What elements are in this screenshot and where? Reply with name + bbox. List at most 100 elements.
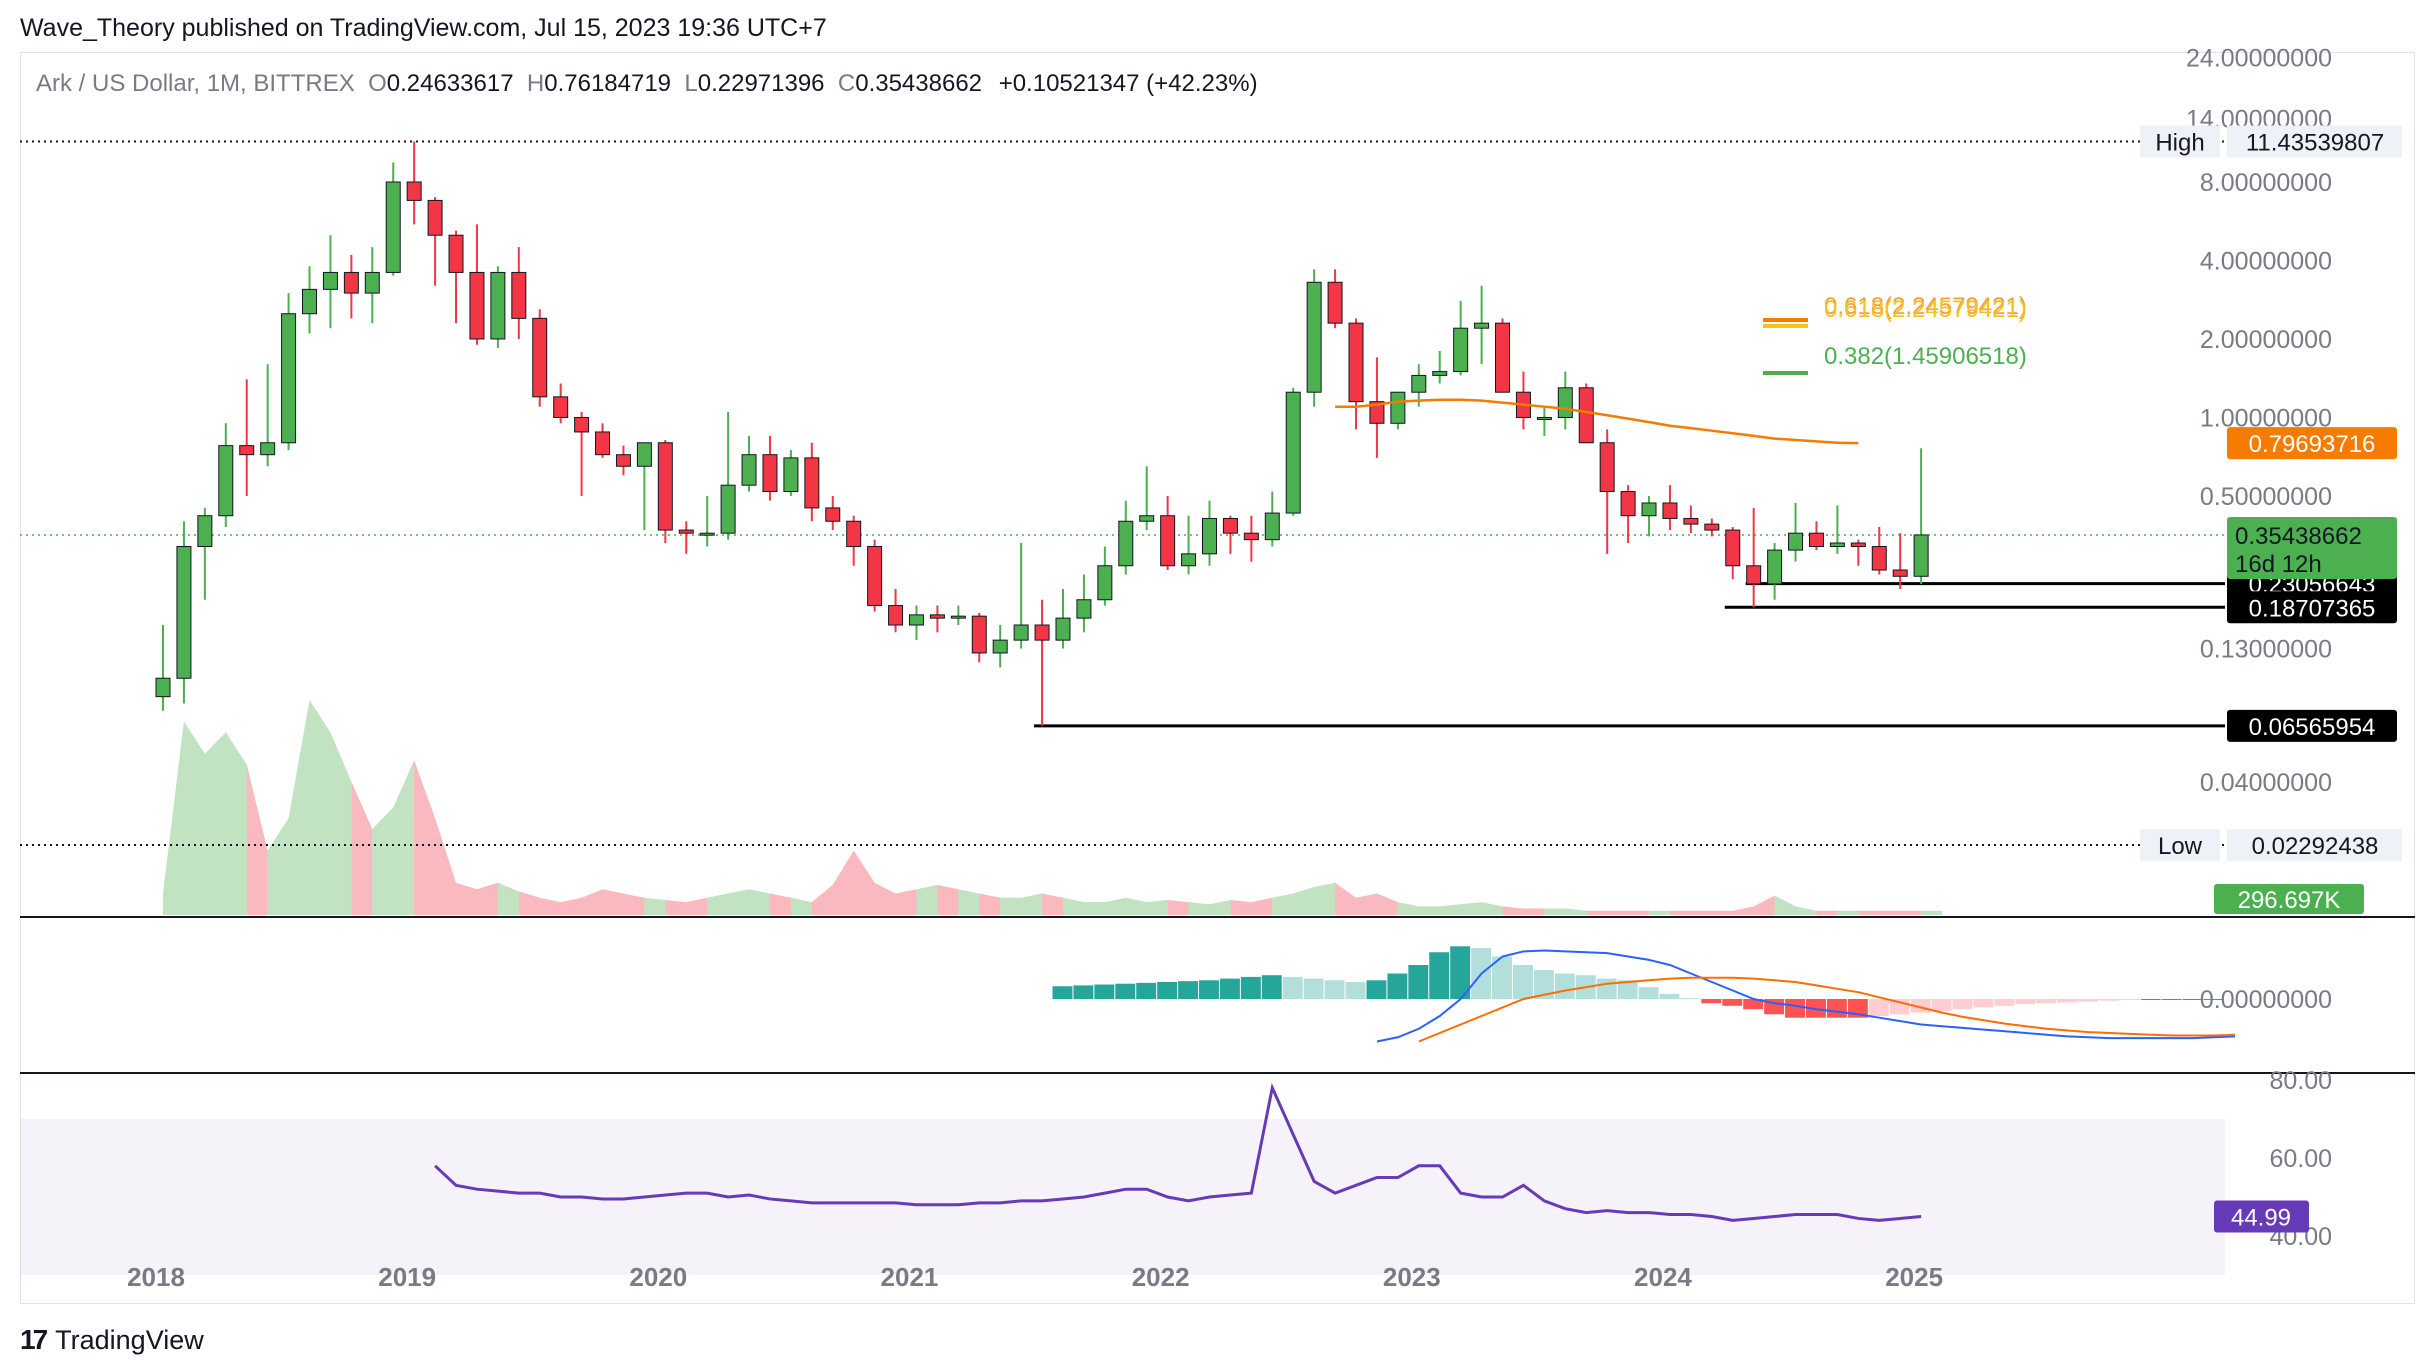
volume-segment <box>1628 910 1650 915</box>
symbol-legend: Ark / US Dollar, 1M, BITTREX O0.24633617… <box>36 70 1258 98</box>
macd-histogram-bar <box>1450 946 1471 999</box>
price-axis-tick: 0.50000000 <box>2200 483 2332 511</box>
candle-body <box>1578 387 1594 444</box>
volume-segment <box>1921 910 1943 915</box>
volume-segment <box>456 882 477 915</box>
support-2-label-bg <box>2227 591 2397 624</box>
volume-segment <box>1795 906 1817 915</box>
macd-histogram-bar <box>1952 999 1973 1010</box>
candle-body <box>1767 549 1783 585</box>
volume-segment <box>1272 893 1294 915</box>
macd-histogram-bar <box>2015 999 2036 1005</box>
fib-618-label: 0.618(2.24579421) <box>1824 296 2027 323</box>
macd-histogram-bar <box>2203 999 2224 1000</box>
macd-histogram-bar <box>1994 999 2015 1006</box>
macd-histogram-bar <box>1052 986 1073 999</box>
legend-open: 0.24633617 <box>386 70 514 97</box>
volume-segment <box>749 889 770 915</box>
macd-histogram-bar <box>1533 970 1554 999</box>
volume-segment <box>414 760 436 915</box>
candle-body <box>971 615 987 654</box>
volume-segment <box>623 893 645 915</box>
volume-segment <box>1481 902 1503 915</box>
volume-segment <box>1502 906 1524 915</box>
candle-body <box>1055 617 1071 641</box>
candle-body <box>1725 529 1741 567</box>
volume-segment <box>811 884 833 915</box>
candle-body <box>1013 624 1029 641</box>
legend-high: 0.76184719 <box>544 70 672 97</box>
candle-body <box>1788 532 1804 551</box>
volume-segment <box>539 897 561 915</box>
macd-histogram-bar <box>1743 999 1764 1010</box>
macd-histogram-bar <box>2057 999 2078 1003</box>
candle-body <box>825 507 841 522</box>
candle-body <box>1557 387 1573 418</box>
candle-body <box>1097 565 1113 601</box>
volume-segment <box>644 897 666 915</box>
volume-segment <box>707 893 729 915</box>
candle-body <box>595 431 611 456</box>
volume-label-bg <box>2214 884 2364 914</box>
volume-segment <box>874 882 896 915</box>
fib-618-overlap: 0.618(2.24579421) <box>1824 293 2027 320</box>
volume-segment <box>288 700 310 915</box>
candle-body <box>1202 517 1217 555</box>
macd-signal-line <box>1418 976 2236 1043</box>
macd-histogram-bar <box>1429 952 1450 999</box>
volume-segment <box>1523 908 1545 915</box>
candle-body <box>322 271 338 290</box>
volume-segment <box>1816 910 1838 915</box>
volume-label: 296.697K <box>2238 887 2341 914</box>
macd-histogram-bar <box>1973 999 1994 1008</box>
candle-body <box>1390 391 1406 424</box>
level-label-bg <box>2227 125 2402 158</box>
volume-segment <box>1900 910 1922 915</box>
volume-segment <box>1439 904 1461 915</box>
macd-histogram-bar <box>1199 980 1219 999</box>
volume-segment <box>1251 897 1273 915</box>
volume-segment <box>1335 882 1357 915</box>
candle-body <box>343 271 359 294</box>
candle-body <box>1683 517 1699 525</box>
volume-segment <box>1000 897 1022 915</box>
macd-histogram-bar <box>1303 978 1324 999</box>
volume-segment <box>435 818 457 915</box>
footer-branding[interactable]: 17 TradingView <box>20 1318 204 1362</box>
volume-segment <box>246 764 268 915</box>
level-low-text: Low <box>2158 833 2203 860</box>
ema-label: 0.79693716 <box>2249 431 2376 458</box>
legend-low-label: L <box>684 70 698 97</box>
candle-body <box>197 515 213 548</box>
candle-body <box>1746 565 1762 585</box>
candle-body <box>908 614 924 626</box>
volume-segment <box>602 889 624 915</box>
macd-histogram-bar <box>1659 993 1680 999</box>
candle-body <box>1118 520 1134 567</box>
volume-segment <box>1397 902 1419 915</box>
volume-segment <box>1565 908 1587 915</box>
candle-body <box>239 445 255 456</box>
macd-histogram-bar <box>1554 973 1575 999</box>
macd-histogram-bar <box>1408 965 1429 999</box>
candle-body <box>1913 534 1929 577</box>
level-high-text: High <box>2155 130 2204 157</box>
macd-histogram-bar <box>1868 999 1889 1016</box>
candle-body <box>1076 599 1092 619</box>
candle-body <box>1662 502 1678 519</box>
volume-segment <box>916 884 938 915</box>
volume-segment <box>1125 897 1147 915</box>
volume-segment <box>1607 910 1629 915</box>
candle-body <box>992 639 1008 654</box>
level-text-bg <box>2140 125 2220 158</box>
candle-body <box>1264 512 1280 541</box>
time-axis-tick: 2019 <box>378 1262 436 1292</box>
volume-segment <box>1376 893 1398 915</box>
support-3-label: 0.06565954 <box>2249 714 2376 741</box>
volume-segment <box>1356 893 1377 915</box>
candle-body <box>1453 327 1469 373</box>
volume-segment <box>1293 887 1315 915</box>
candle-body <box>1160 515 1176 567</box>
candle-body <box>1327 281 1343 324</box>
